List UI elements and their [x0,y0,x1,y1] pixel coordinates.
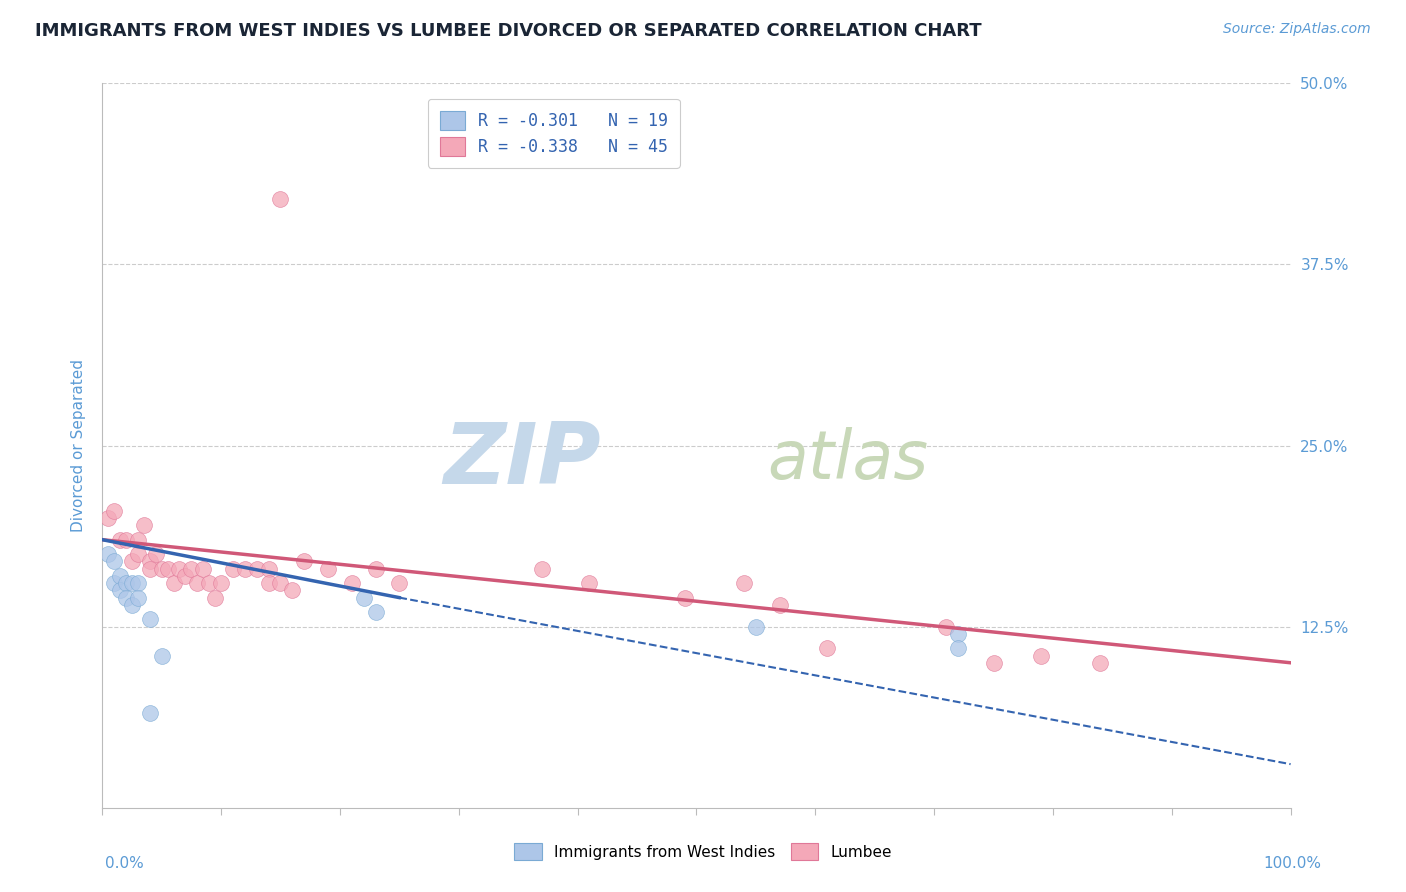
Point [139,554,162,568]
Point [745,619,768,633]
Point [103,576,125,591]
Point [204,591,226,605]
Point [139,706,162,721]
Point [97,547,120,561]
Point [150,648,173,663]
Point [186,576,208,591]
Point [108,533,131,547]
Text: ZIP: ZIP [444,418,602,501]
Point [127,533,149,547]
Y-axis label: Divorced or Separated: Divorced or Separated [72,359,86,532]
Point [578,576,600,591]
Point [946,641,969,656]
Point [193,561,215,575]
Point [364,605,387,619]
Point [292,554,315,568]
Point [115,533,138,547]
Point [364,561,387,575]
Point [269,576,291,591]
Point [246,561,269,575]
Point [121,554,143,568]
Point [340,576,363,591]
Legend: Immigrants from West Indies, Lumbee: Immigrants from West Indies, Lumbee [508,837,898,866]
Point [530,561,553,575]
Point [768,598,790,612]
Point [121,598,143,612]
Point [209,576,232,591]
Point [115,591,138,605]
Point [108,569,131,583]
Point [97,511,120,525]
Point [257,561,280,575]
Point [257,576,280,591]
Point [1029,648,1052,663]
Point [139,612,162,626]
Point [935,619,957,633]
Point [127,591,149,605]
Text: IMMIGRANTS FROM WEST INDIES VS LUMBEE DIVORCED OR SEPARATED CORRELATION CHART: IMMIGRANTS FROM WEST INDIES VS LUMBEE DI… [35,22,981,40]
Point [281,583,304,598]
Point [946,627,969,641]
Text: atlas: atlas [768,427,929,493]
Point [121,576,143,591]
Text: 100.0%: 100.0% [1264,856,1322,871]
Text: Source: ZipAtlas.com: Source: ZipAtlas.com [1223,22,1371,37]
Point [115,576,138,591]
Point [269,192,291,206]
Point [673,591,696,605]
Point [132,518,155,533]
Legend: R = -0.301   N = 19, R = -0.338   N = 45: R = -0.301 N = 19, R = -0.338 N = 45 [427,99,679,168]
Point [316,561,339,575]
Point [169,561,191,575]
Point [388,576,411,591]
Point [108,583,131,598]
Point [103,554,125,568]
Point [145,547,167,561]
Point [139,561,162,575]
Point [1090,656,1112,670]
Point [127,547,149,561]
Point [233,561,256,575]
Point [174,569,197,583]
Point [815,641,838,656]
Point [180,561,202,575]
Point [103,504,125,518]
Point [162,576,184,591]
Text: 0.0%: 0.0% [105,856,145,871]
Point [733,576,755,591]
Point [353,591,375,605]
Point [198,576,221,591]
Point [127,576,149,591]
Point [156,561,179,575]
Point [150,561,173,575]
Point [222,561,245,575]
Point [983,656,1005,670]
